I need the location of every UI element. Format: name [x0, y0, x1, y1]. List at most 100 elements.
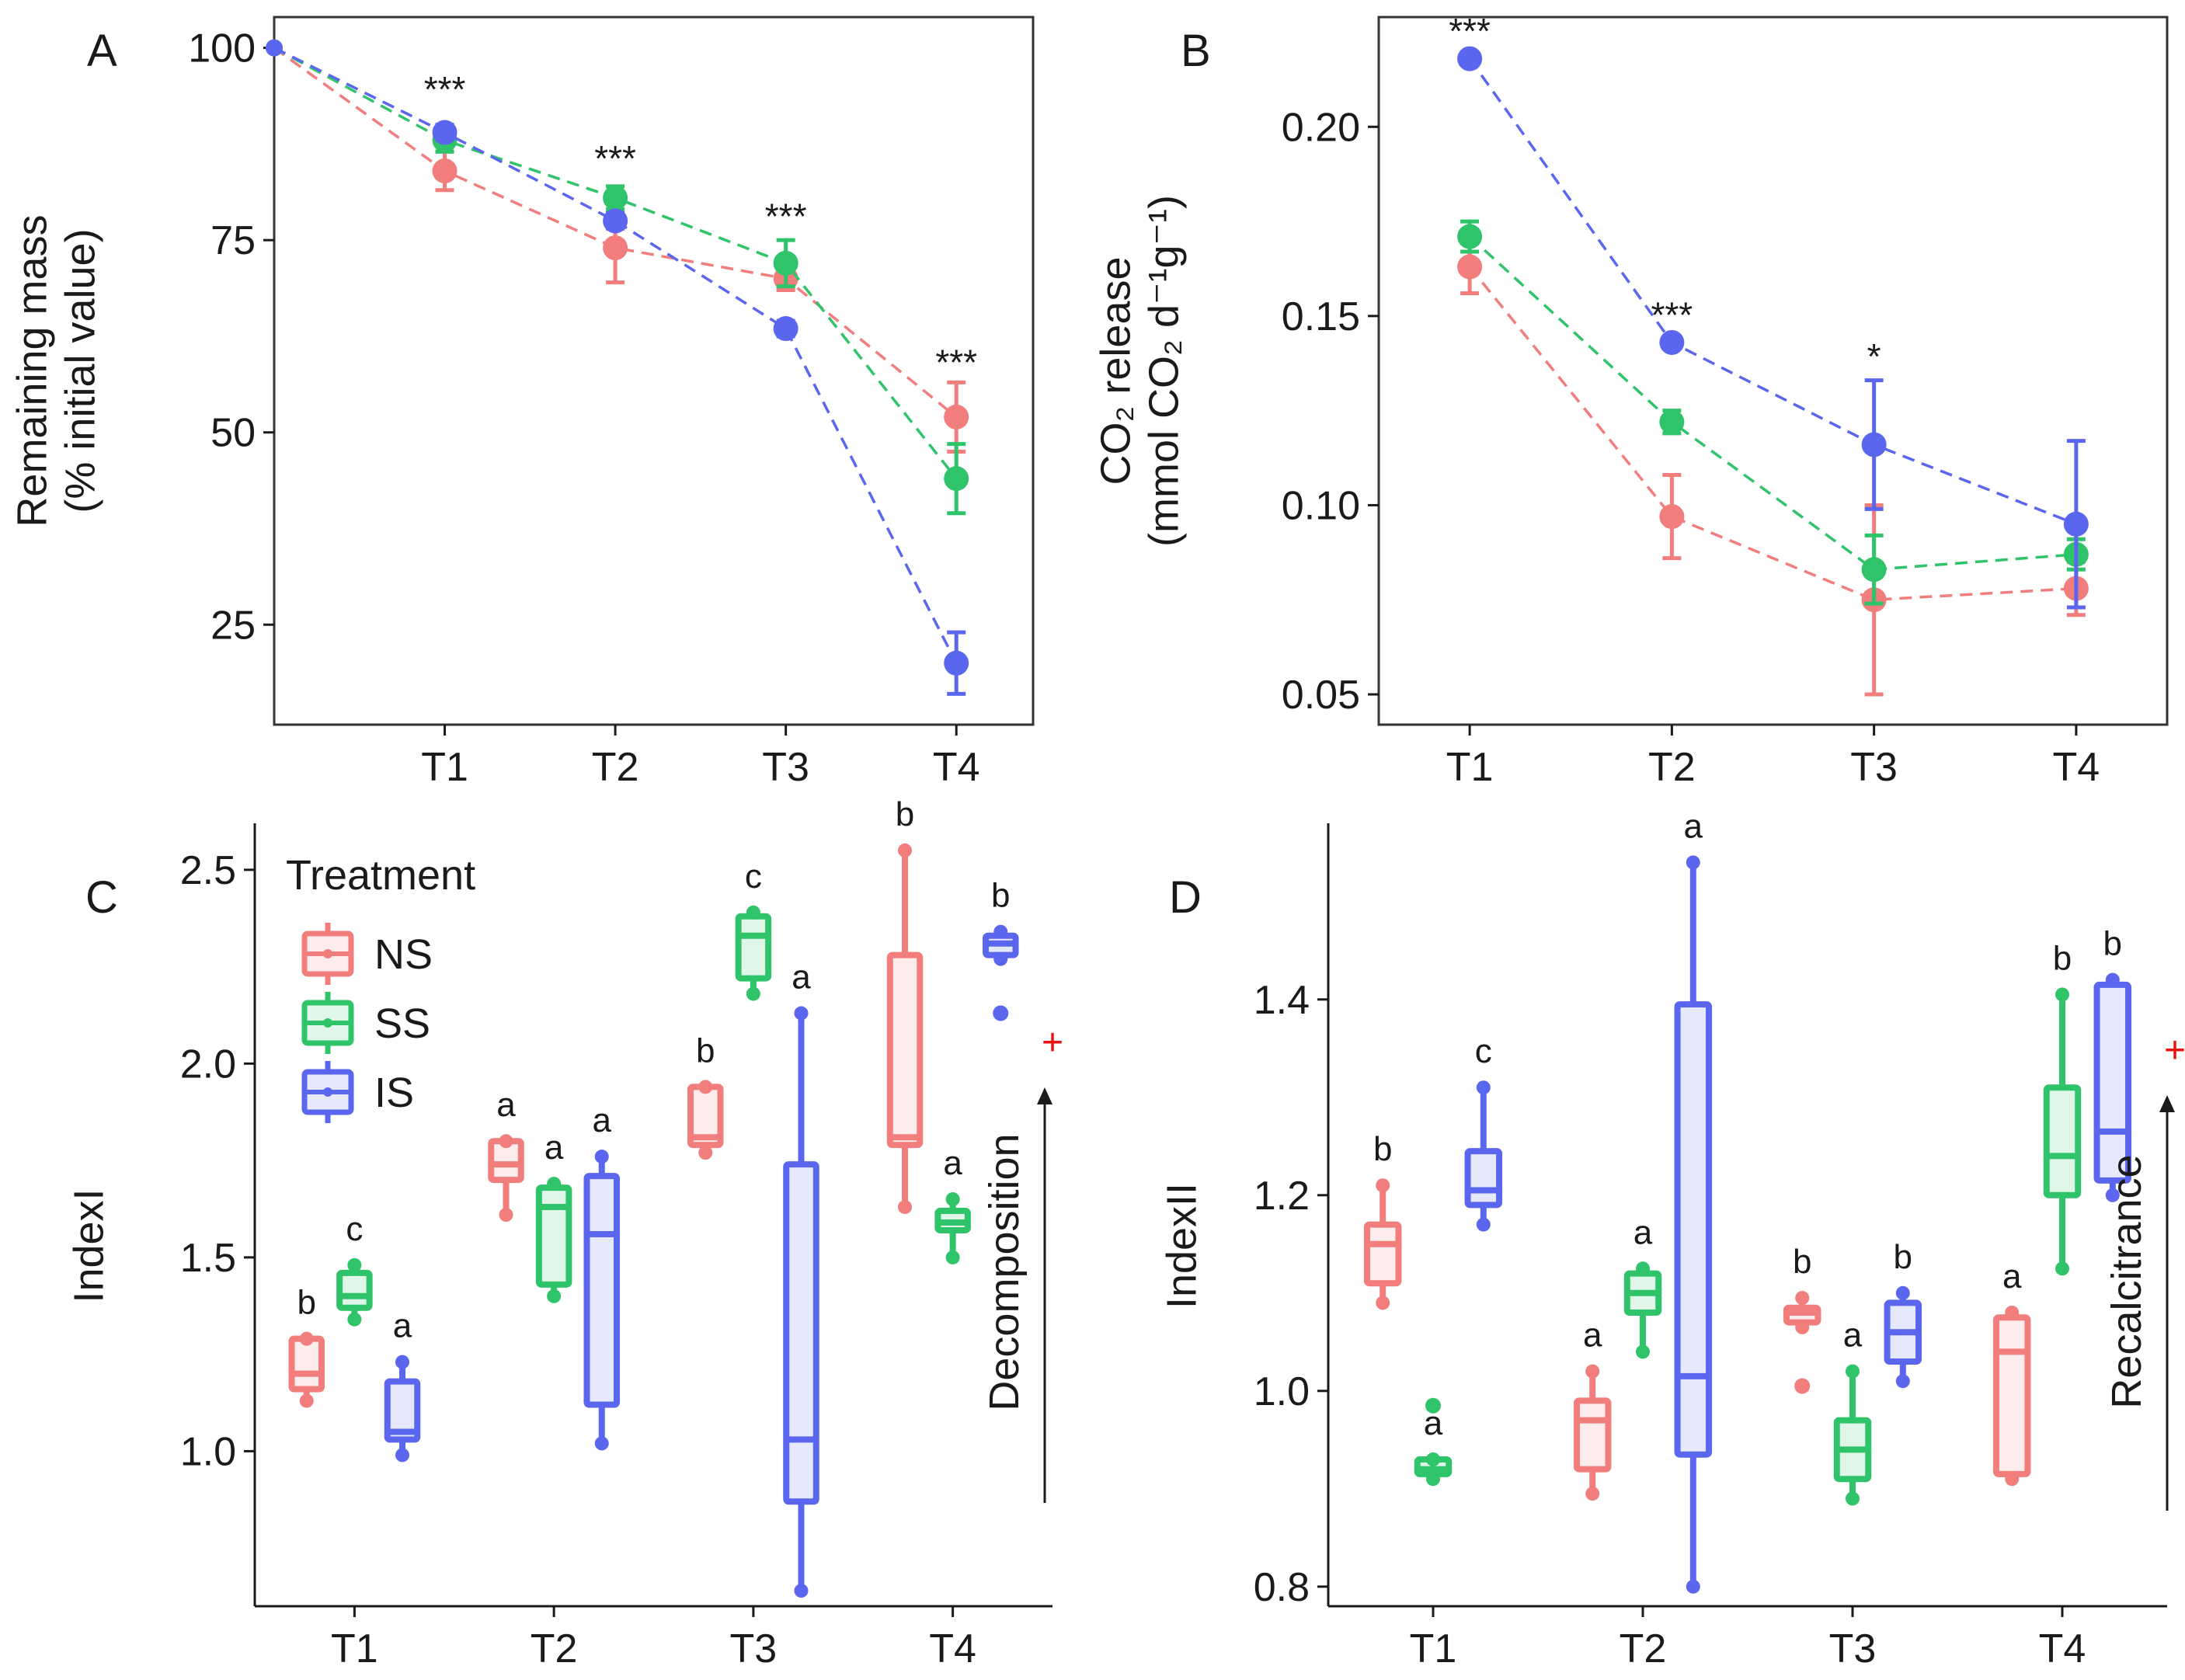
- plus-sign: +: [1042, 1022, 1063, 1063]
- group-letter: b: [2053, 940, 2072, 978]
- box-body: [288, 1335, 325, 1393]
- x-tick-label: T1: [1446, 745, 1494, 790]
- significance-label: *: [1867, 336, 1881, 377]
- box-body: [1992, 1314, 2031, 1477]
- annotation-label: Decomposition: [981, 1133, 1028, 1410]
- group-letter: c: [346, 1210, 363, 1248]
- group-letter: c: [745, 857, 762, 896]
- x-tick-label: T1: [421, 745, 468, 790]
- box-body: [535, 1184, 572, 1288]
- start-point-is: [266, 39, 283, 57]
- y-tick-label: 25: [210, 603, 256, 648]
- box-ns-t1: b: [1363, 1130, 1402, 1310]
- box-body: [1674, 1001, 1713, 1458]
- outlier-point: [993, 1005, 1009, 1021]
- y-axis-title: IndexI: [65, 1188, 112, 1303]
- significance-label: ***: [594, 138, 636, 179]
- y-axis-title: (mmol CO₂ d⁻¹g⁻¹): [1140, 195, 1187, 547]
- annotation-arrow-head: [2159, 1095, 2175, 1112]
- whisker-point: [945, 1250, 960, 1264]
- significance-label: ***: [1651, 294, 1693, 335]
- whisker-point: [945, 1192, 960, 1207]
- whisker-point: [794, 1006, 809, 1021]
- whisker-point: [347, 1257, 362, 1272]
- data-point-is: [603, 208, 628, 234]
- box-is-t1: a: [384, 1307, 421, 1463]
- whisker-point: [2005, 1306, 2020, 1320]
- box-ss-t3: a: [1833, 1317, 1872, 1506]
- data-point-is: [1457, 46, 1483, 71]
- y-tick-label: 1.5: [180, 1236, 236, 1281]
- whisker-point: [898, 1200, 913, 1215]
- whisker-point: [1476, 1080, 1491, 1095]
- box-body: [2093, 981, 2132, 1184]
- y-tick-label: 1.2: [1254, 1174, 1310, 1219]
- group-letter: b: [297, 1284, 316, 1322]
- box-body: [336, 1269, 373, 1311]
- group-letter: a: [2002, 1257, 2022, 1296]
- x-tick-label: T2: [592, 745, 639, 790]
- panel-label: A: [87, 26, 117, 76]
- whisker-point: [1636, 1261, 1650, 1276]
- box-ns-t2: a: [488, 1086, 524, 1222]
- y-tick-label: 0.10: [1282, 483, 1360, 528]
- x-tick-label: T4: [2039, 1626, 2086, 1671]
- data-point-ss: [1861, 557, 1887, 583]
- whisker-point: [898, 843, 913, 857]
- data-point-is: [2063, 511, 2089, 537]
- x-tick-label: T2: [1620, 1626, 1667, 1671]
- outlier-point: [1425, 1397, 1441, 1414]
- significance-label: ***: [765, 196, 807, 236]
- legend-key-point: [323, 949, 332, 958]
- significance-label: ***: [424, 69, 466, 110]
- group-letter: a: [1843, 1317, 1863, 1355]
- group-letter: b: [1373, 1130, 1392, 1168]
- annotation-arrow-head: [1037, 1087, 1052, 1104]
- whisker-point: [2105, 1188, 2120, 1202]
- legend: Treatment NS SS IS: [286, 852, 475, 1123]
- panel-a: A 25 50 75 100 T1 T2 T3 T4 Remaining mass (% initi…: [9, 16, 1035, 790]
- series-line-ns: [1468, 266, 2076, 602]
- whisker-point: [746, 986, 760, 1001]
- box-ns-t1: b: [288, 1284, 325, 1408]
- group-letter: b: [1793, 1243, 1811, 1281]
- y-tick-label: 50: [210, 411, 256, 456]
- whisker-point: [1426, 1452, 1440, 1466]
- y-axis-title: CO₂ release: [1092, 256, 1139, 485]
- whisker-point: [594, 1150, 609, 1164]
- significance-label: ***: [1449, 11, 1491, 51]
- x-tick-label: T3: [762, 745, 809, 790]
- whisker-point: [993, 924, 1008, 939]
- panel-label: C: [85, 872, 118, 923]
- series-line-ss: [1468, 235, 2077, 572]
- whisker-point: [395, 1355, 409, 1369]
- box-body: [583, 1173, 621, 1408]
- whisker-point: [1636, 1344, 1650, 1359]
- box-is-t3: a: [783, 958, 819, 1598]
- whisker-point: [1686, 855, 1700, 870]
- x-tick-label: T2: [1648, 745, 1696, 790]
- box-is-t4: b: [2093, 925, 2132, 1202]
- x-tick-label: T1: [331, 1626, 378, 1671]
- box-ns-t3: b: [1783, 1243, 1821, 1394]
- y-tick-label: 75: [210, 218, 256, 263]
- box-ns-t3: b: [687, 1031, 724, 1160]
- legend-label-is: IS: [374, 1070, 414, 1116]
- plus-sign: +: [2164, 1030, 2185, 1071]
- box-is-t2: a: [1674, 807, 1713, 1594]
- box-ss-t4: a: [934, 1144, 971, 1264]
- legend-label-ns: NS: [374, 931, 433, 978]
- group-letter: a: [545, 1129, 564, 1167]
- x-tick-label: T3: [1850, 745, 1898, 790]
- box-ns-t4: b: [886, 795, 924, 1215]
- data-point-is: [1861, 432, 1887, 457]
- x-tick-label: T4: [933, 745, 980, 790]
- x-tick-label: T1: [1410, 1626, 1457, 1671]
- whisker-point: [1376, 1178, 1390, 1193]
- whisker-point: [1476, 1217, 1491, 1232]
- whisker-point: [1376, 1296, 1390, 1310]
- panel-label: D: [1169, 872, 1202, 923]
- whisker-point: [1686, 1579, 1700, 1594]
